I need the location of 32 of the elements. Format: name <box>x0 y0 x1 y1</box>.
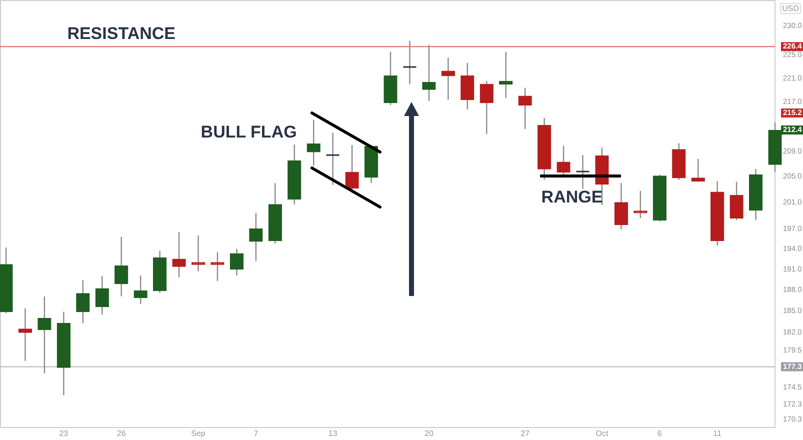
x-tick-label: 27 <box>520 429 530 438</box>
candlestick <box>191 234 206 272</box>
annotation: RESISTANCE <box>67 24 176 43</box>
candlestick <box>499 51 513 99</box>
candlestick <box>614 182 628 230</box>
x-tick-label: 11 <box>713 429 722 438</box>
candlestick <box>402 40 417 85</box>
y-axis-title: USD <box>780 3 801 14</box>
x-tick-label: 26 <box>116 429 126 438</box>
candlestick <box>134 274 148 305</box>
x-tick-label: 6 <box>657 429 662 438</box>
x-tick-label: 13 <box>328 429 338 438</box>
x-tick-label: 23 <box>59 429 69 438</box>
candlestick <box>518 87 532 130</box>
x-tick-label: 20 <box>424 429 434 438</box>
annotation: RANGE <box>541 188 603 207</box>
x-tick-label: Sep <box>191 429 206 438</box>
candlestick <box>326 132 340 186</box>
candlestick <box>18 308 32 362</box>
candlestick <box>210 252 224 282</box>
candlestick <box>634 190 648 219</box>
candlestick <box>730 181 744 221</box>
x-tick-label: 7 <box>254 429 259 438</box>
x-tick-label: Oct <box>596 429 609 438</box>
candlestick <box>172 232 186 278</box>
candlestick <box>306 119 320 166</box>
candlestick <box>422 44 436 102</box>
annotation: BULL FLAG <box>200 122 297 142</box>
candlestick <box>460 62 474 110</box>
candlestick <box>576 154 590 190</box>
candlestick <box>691 158 705 182</box>
candlestick <box>38 296 52 374</box>
